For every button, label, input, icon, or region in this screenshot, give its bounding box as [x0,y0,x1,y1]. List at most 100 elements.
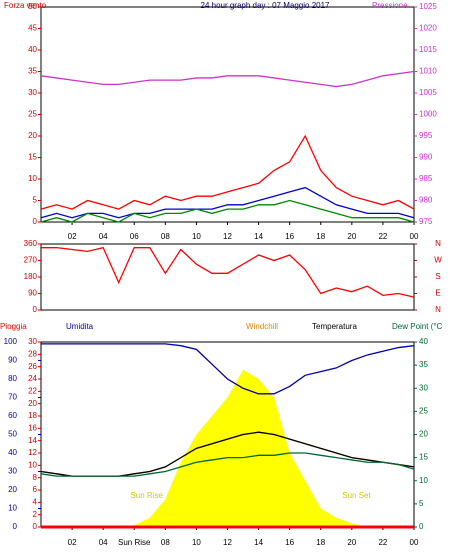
y-tick-label: 10 [8,504,17,513]
y-tick-label: 40 [8,448,17,457]
line [40,452,415,477]
y-tick-label: 40 [28,45,37,54]
y3-tick-label: 6 [33,485,38,494]
legend-entry: Windchill [246,322,278,331]
x-tick-label: 12 [223,232,232,241]
y3-tick-label: 28 [28,349,37,358]
y-tick-label: 25 [28,110,37,119]
x-tick-label: 02 [68,232,77,241]
y2-tick-label: 10 [419,476,428,485]
x-tick-label: 16 [285,232,294,241]
y-tick-label: 180 [24,272,38,281]
y-tick-label: 45 [28,24,37,33]
annotation: Sun Set [342,491,371,500]
y2-tick-label: 1005 [419,88,437,97]
y-tick-label: 80 [8,374,17,383]
y-tick-label: 15 [28,153,37,162]
x-tick-label: 14 [254,538,263,547]
x-tick-label: 02 [68,538,77,547]
y3-tick-label: 16 [28,423,37,432]
y2-tick-label: 1020 [419,24,437,33]
y2-tick-label: 985 [419,174,433,183]
y2-tick-label: N [435,305,441,314]
x-tick-label: 20 [347,232,356,241]
x-tick-label: 10 [192,232,201,241]
line [40,134,415,210]
y-label: Forza vento [4,1,47,10]
x-tick-label: 14 [254,232,263,241]
x-tick-label: 08 [161,232,170,241]
y2-tick-label: N [435,239,441,248]
x-tick-label: 06 [130,232,139,241]
legend-entry: Temperatura [312,322,357,331]
y2-tick-label: 0 [419,522,424,531]
y-tick-label: 5 [33,196,38,205]
annotation: Sun Rise [130,491,163,500]
x-tick-label: 04 [99,538,108,547]
y3-tick-label: 4 [33,497,38,506]
y2-tick-label: 20 [419,430,428,439]
y3-tick-label: 12 [28,448,37,457]
y2-tick-label: S [435,272,440,281]
x-tick-label: 22 [378,538,387,547]
y-tick-label: 10 [28,174,37,183]
plot-area [40,243,415,311]
y-tick-label: 50 [8,430,17,439]
y3-tick-label: 26 [28,362,37,371]
y2-tick-label: 40 [419,337,428,346]
y3-tick-label: 2 [33,510,38,519]
x-tick-label: 16 [285,538,294,547]
y2-tick-label: 1010 [419,67,437,76]
y3-tick-label: 10 [28,460,37,469]
y-tick-label: 30 [8,467,17,476]
y-tick-label: 20 [8,485,17,494]
y-tick-label: 20 [28,131,37,140]
x-tick-label: 12 [223,538,232,547]
x-tick-label: 10 [192,538,201,547]
x-tick-label: 22 [378,232,387,241]
x-tick-label: 00 [410,232,419,241]
legend-entry: Pioggia [0,322,27,331]
y-tick-label: 30 [28,88,37,97]
y2-label: Pressione [372,1,408,10]
line [41,343,415,395]
y3-tick-label: 30 [28,337,37,346]
y-tick-label: 35 [28,67,37,76]
y2-tick-label: 975 [419,217,433,226]
y2-tick-label: 15 [419,453,428,462]
y-tick-label: 0 [33,305,38,314]
y3-tick-label: 8 [33,473,38,482]
x-tick-label: 04 [99,232,108,241]
line [40,199,415,223]
y-tick-label: 50 [28,2,37,11]
y2-tick-label: 5 [419,499,424,508]
y-tick-label: 360 [24,239,38,248]
x-tick-label: Sun Rise [118,538,151,547]
line [40,186,415,219]
x-tick-label: 18 [316,538,325,547]
plot-area [40,6,415,223]
y3-tick-label: 22 [28,386,37,395]
y-tick-label: 0 [13,522,18,531]
y2-tick-label: 995 [419,131,433,140]
legend-entry: Umidita [66,322,94,331]
x-tick-label: 08 [161,538,170,547]
x-tick-label: 18 [316,232,325,241]
y2-tick-label: 25 [419,406,428,415]
y2-tick-label: 980 [419,196,433,205]
y3-tick-label: 14 [28,436,37,445]
x-tick-label: 00 [410,538,419,547]
area [41,369,414,527]
line [41,246,415,298]
y-tick-label: 100 [4,337,18,346]
y2-tick-label: 1015 [419,45,437,54]
y2-tick-label: W [434,256,442,265]
y3-tick-label: 24 [28,374,37,383]
legend-entry: Dew Point (°C [392,322,443,331]
y2-tick-label: 1000 [419,110,437,119]
y3-tick-label: 0 [33,522,38,531]
y2-tick-label: 1025 [419,2,437,11]
y3-tick-label: 18 [28,411,37,420]
y2-tick-label: 30 [419,383,428,392]
